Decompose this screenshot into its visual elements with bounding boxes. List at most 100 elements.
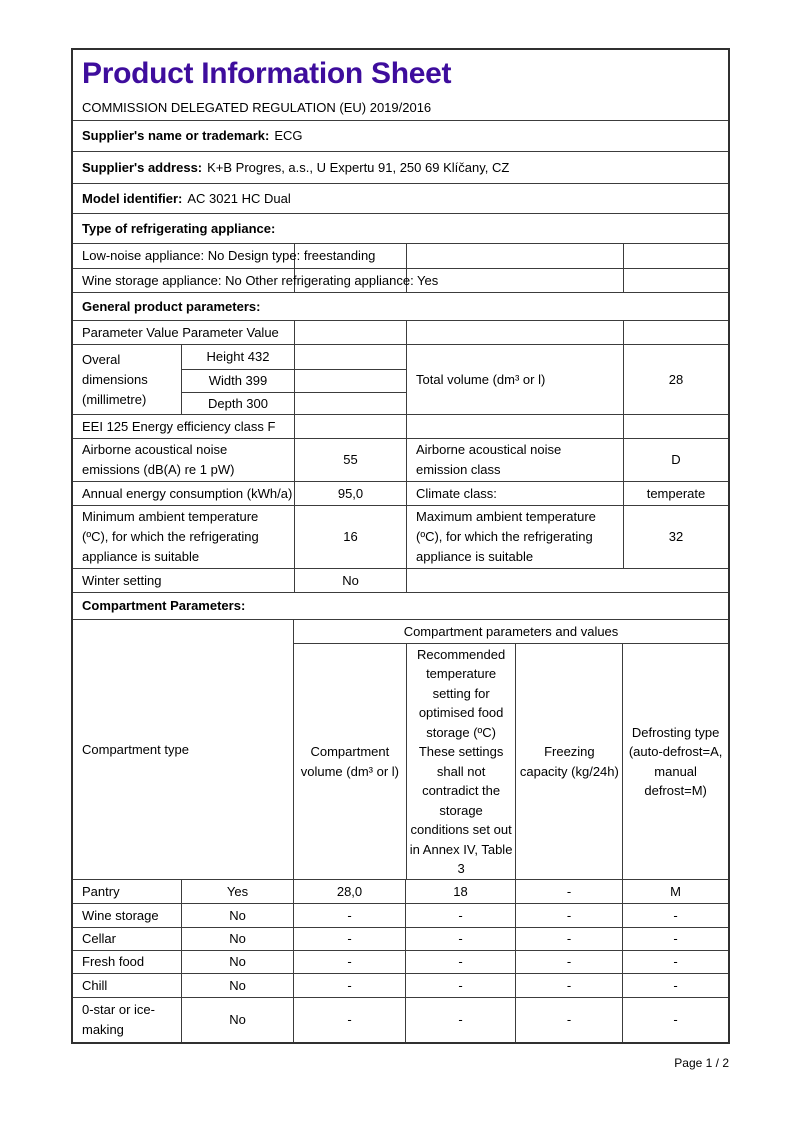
winter-label: Winter setting [82, 572, 162, 588]
temp-cell: - [405, 951, 515, 973]
noise-row: Airborne acoustical noise emissions (dB(… [73, 438, 728, 481]
compartment-type-cell: Chill [73, 974, 181, 997]
defrost-cell: - [622, 998, 728, 1042]
compartment-type-header-cell: Compartment type [73, 620, 293, 879]
energy-value-cell: 95,0 [294, 482, 406, 505]
defrosting-type-header: Defrosting type (auto-defrost=A, manual … [628, 724, 723, 799]
regulation-subtitle: COMMISSION DELEGATED REGULATION (EU) 201… [82, 100, 432, 115]
eei-row: EEI 125 Energy efficiency class F [73, 414, 728, 438]
dimension-depth: Depth 300 [182, 392, 294, 415]
compartment-table-title: Compartment parameters and values [294, 620, 728, 644]
defrost-value: - [673, 954, 678, 969]
climate-value-cell: temperate [623, 482, 728, 505]
divider [406, 321, 407, 344]
defrost-value: M [670, 883, 681, 899]
table-row-chill: Chill No - - - - [73, 973, 728, 997]
volume-value: - [347, 1012, 352, 1027]
climate-label-cell: Climate class: [406, 482, 623, 505]
divider [623, 244, 624, 268]
wine-storage-text: Wine storage appliance: No Other refrige… [82, 272, 439, 288]
volume-cell: - [293, 928, 405, 950]
empty-cell [406, 415, 623, 438]
energy-value: 95,0 [337, 485, 364, 501]
empty-cell [295, 369, 406, 392]
defrost-value: - [673, 931, 678, 946]
max-temp-label-cell: Maximum ambient temperature (ºC), for wh… [406, 506, 623, 568]
volume-value: 28,0 [336, 883, 363, 899]
noise-class-label-cell: Airborne acoustical noise emission class [406, 439, 623, 481]
type-heading-cell: Type of refrigerating appliance: [73, 214, 728, 243]
freezing-value: - [566, 883, 572, 899]
type-heading: Type of refrigerating appliance: [82, 220, 276, 236]
supplier-name-cell: Supplier's name or trademark: ECG [73, 121, 728, 151]
compartment-header-right: Compartment parameters and values Compar… [293, 620, 728, 879]
temp-cell: - [405, 998, 515, 1042]
supplier-name-value: ECG [274, 128, 303, 143]
compartment-heading-row: Compartment Parameters: [73, 592, 728, 619]
present-value: No [229, 977, 246, 993]
winter-label-cell: Winter setting [73, 569, 294, 592]
supplier-address-cell: Supplier's address: K+B Progres, a.s., U… [73, 152, 728, 183]
general-heading-cell: General product parameters: [73, 293, 728, 320]
temp-cell: - [405, 974, 515, 997]
table-row-0-star: 0-star or ice-making No - - - - [73, 997, 728, 1042]
noise-label-cell: Airborne acoustical noise emissions (dB(… [73, 439, 294, 481]
volume-cell: - [293, 904, 405, 927]
supplier-address-label: Supplier's address: [82, 159, 203, 175]
compartment-type-cell: Wine storage [73, 904, 181, 927]
volume-cell: 28,0 [293, 880, 405, 903]
winter-value-cell: No [294, 569, 406, 592]
compartment-table-header: Compartment type Compartment parameters … [73, 619, 728, 879]
dimensions-label: Overal dimensions (millimetre) [82, 351, 148, 407]
empty-cell [294, 415, 406, 438]
volume-value: - [347, 977, 352, 993]
present-value: No [229, 931, 246, 946]
temp-value: - [458, 907, 463, 923]
volume-value: - [347, 907, 352, 923]
max-temp-label: Maximum ambient temperature (ºC), for wh… [416, 509, 596, 564]
general-heading: General product parameters: [82, 298, 261, 314]
present-cell: No [181, 928, 293, 950]
min-temp-label: Minimum ambient temperature (ºC), for wh… [82, 509, 259, 564]
volume-value: - [347, 931, 352, 946]
defrost-value: - [673, 977, 678, 993]
eei-cell: EEI 125 Energy efficiency class F [73, 415, 294, 438]
title-block: Product Information Sheet COMMISSION DEL… [73, 50, 728, 120]
climate-value: temperate [646, 485, 706, 501]
present-cell: Yes [181, 880, 293, 903]
dimension-height: Height 432 [206, 349, 270, 364]
freezing-cell: - [515, 998, 622, 1042]
total-volume-value-cell: 28 [623, 345, 728, 414]
volume-cell: - [293, 951, 405, 973]
freezing-capacity-header-cell: Freezing capacity (kg/24h) [515, 644, 622, 879]
compartment-type-header: Compartment type [82, 741, 189, 757]
defrost-cell: - [622, 974, 728, 997]
total-volume-label: Total volume (dm³ or l) [416, 371, 546, 387]
present-cell: No [181, 974, 293, 997]
low-noise-row: Low-noise appliance: No Design type: fre… [73, 243, 728, 268]
defrost-value: - [673, 907, 678, 923]
divider [623, 321, 624, 344]
freezing-value: - [566, 1012, 572, 1027]
param-header-row: Parameter Value Parameter Value [73, 320, 728, 344]
min-temp-value: 16 [343, 529, 358, 544]
compartment-type: Pantry [82, 883, 120, 899]
freezing-capacity-header: Freezing capacity (kg/24h) [519, 744, 619, 779]
empty-cell [406, 569, 728, 592]
noise-label: Airborne acoustical noise emissions (dB(… [82, 442, 235, 477]
compartment-heading-cell: Compartment Parameters: [73, 593, 728, 619]
recommended-temp-header-cell: Recommended temperature setting for opti… [405, 644, 516, 879]
supplier-address-value: K+B Progres, a.s., U Expertu 91, 250 69 … [207, 159, 510, 175]
divider [406, 244, 407, 268]
temp-cell: - [405, 904, 515, 927]
general-heading-row: General product parameters: [73, 292, 728, 320]
defrost-cell: - [622, 951, 728, 973]
eei-text: EEI 125 Energy efficiency class F [82, 418, 276, 434]
dimensions-block: Overal dimensions (millimetre) Height 43… [73, 344, 728, 414]
defrost-value: - [673, 1012, 678, 1027]
volume-header-cell: Compartment volume (dm³ or l) [294, 644, 406, 879]
compartment-column-headers: Compartment volume (dm³ or l) Recommende… [294, 644, 728, 879]
max-temp-value: 32 [668, 529, 684, 544]
energy-row: Annual energy consumption (kWh/a) 95,0 C… [73, 481, 728, 505]
